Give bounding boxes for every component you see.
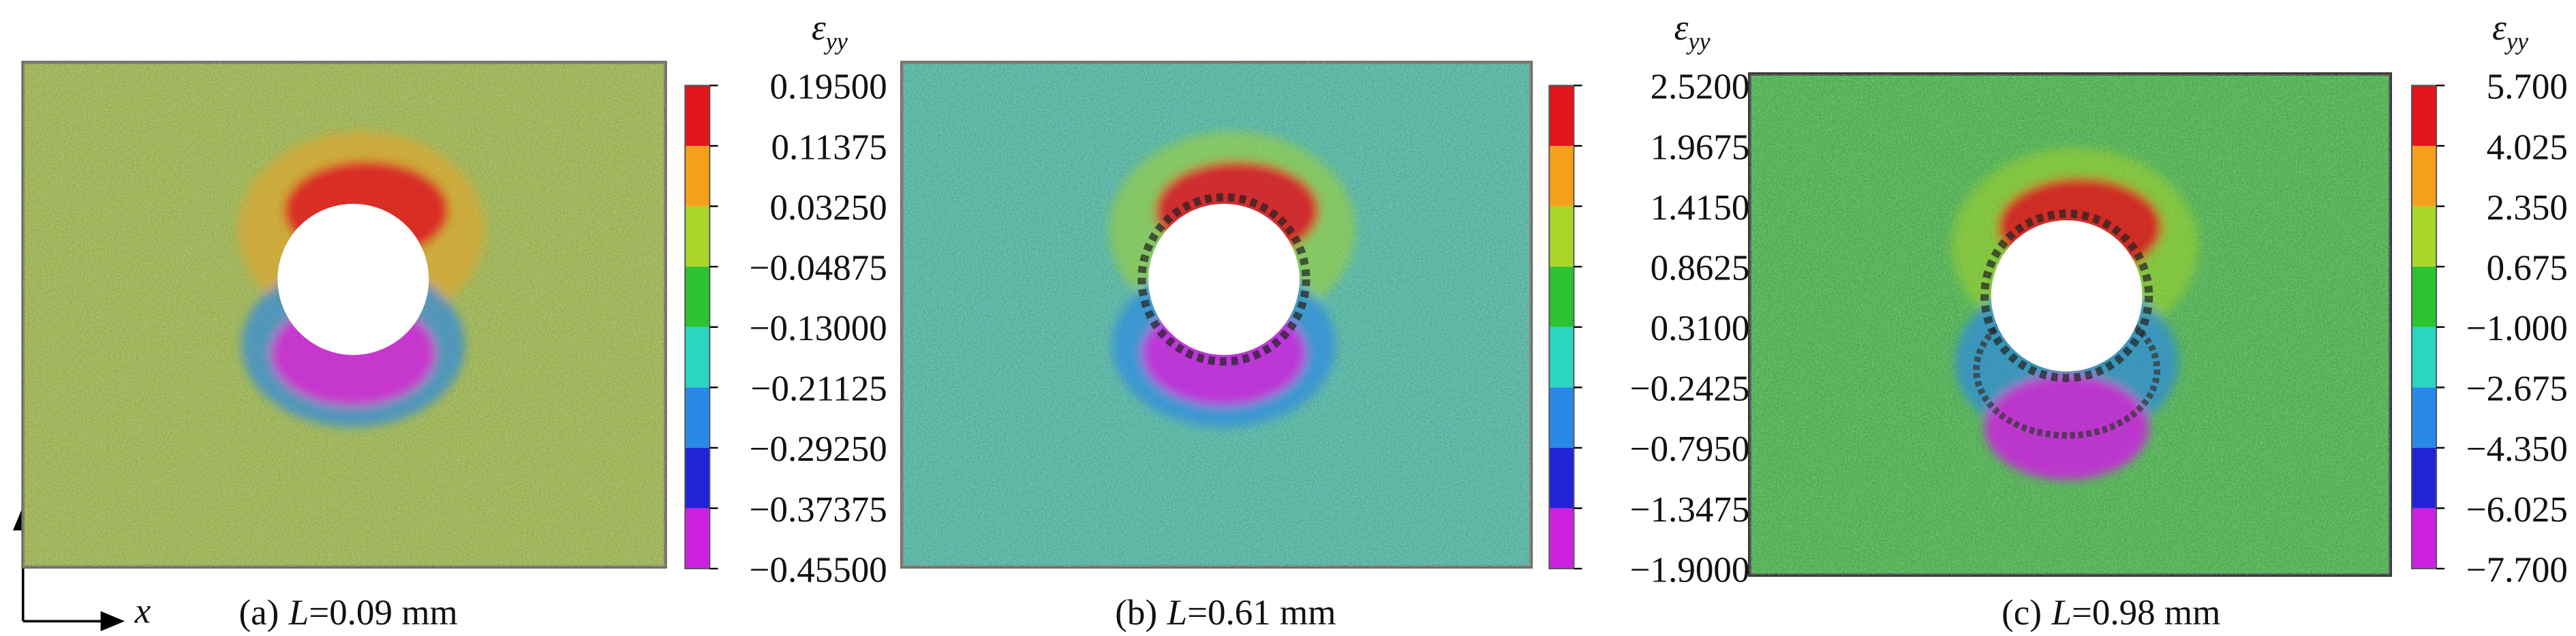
colorbar-subscript: yy xyxy=(823,27,848,55)
x-axis-label: x xyxy=(134,592,151,631)
caption-value: =0.98 mm xyxy=(2072,593,2220,633)
colorbar-label: −0.13000 xyxy=(750,309,887,348)
colorbar-band xyxy=(1549,206,1574,267)
colorbar-band xyxy=(1549,327,1574,388)
caption: (b) L=0.61 mm xyxy=(1115,593,1336,633)
colorbar-label: 2.350 xyxy=(2487,188,2568,228)
colorbar-label: −0.45500 xyxy=(750,550,887,590)
colorbar-band xyxy=(2411,145,2437,207)
strain-map xyxy=(900,61,1533,569)
colorbar-band xyxy=(685,267,710,327)
colorbar-band xyxy=(2411,85,2437,146)
caption: (c) L=0.98 mm xyxy=(2002,593,2220,633)
colorbar-band xyxy=(1549,447,1574,509)
panels: 0.19500 0.11375 0.03250 −0.04875 −0.13000 −0.… xyxy=(21,8,2568,633)
colorbar-label: −1.3475 xyxy=(1630,490,1750,530)
caption: (a) L=0.09 mm xyxy=(239,593,457,633)
x-arrowhead xyxy=(100,611,125,632)
colorbar-band xyxy=(1549,85,1574,146)
colorbar-band xyxy=(2411,267,2437,327)
strain-map xyxy=(21,61,667,569)
colorbar-band xyxy=(1549,145,1574,207)
colorbar-symbol: ε xyxy=(2492,8,2506,48)
panel: 5.700 4.025 2.350 0.675 −1.000 −2.675 −4.350 −6… xyxy=(1748,8,2568,633)
colorbar-band xyxy=(685,508,710,569)
colorbar-subscript: yy xyxy=(1685,27,1711,55)
colorbar-band xyxy=(685,145,710,207)
colorbar-title: εyy xyxy=(812,8,848,55)
damage-ring xyxy=(1137,193,1310,366)
hole xyxy=(1991,220,2143,372)
colorbar-band xyxy=(2411,387,2437,448)
colorbar-label: −0.2425 xyxy=(1630,369,1750,409)
colorbar-band xyxy=(1549,508,1574,569)
caption-tag: (c) xyxy=(2002,593,2042,633)
panel: 2.5200 1.9675 1.4150 0.8625 0.3100 −0.2425 −0.… xyxy=(900,8,1750,633)
compression-inner xyxy=(1984,374,2149,480)
caption-value: =0.61 mm xyxy=(1187,593,1336,633)
colorbar-band xyxy=(685,447,710,509)
colorbar-band xyxy=(685,206,710,267)
colorbar-band xyxy=(685,85,710,146)
colorbar-title: εyy xyxy=(1674,8,1711,55)
damage-ring xyxy=(1980,209,2153,382)
colorbar-label: −1.9000 xyxy=(1630,550,1750,590)
colorbar-label: −0.29250 xyxy=(750,429,887,469)
caption-tag: (a) xyxy=(239,593,279,633)
caption-tag: (b) xyxy=(1115,593,1157,633)
colorbar-label: −1.000 xyxy=(2466,309,2568,348)
colorbar-band xyxy=(2411,327,2437,388)
strain-map xyxy=(1748,72,2392,577)
colorbar-label: 0.11375 xyxy=(771,127,887,167)
colorbar-label: −2.675 xyxy=(2466,369,2568,409)
colorbar-symbol: ε xyxy=(1674,8,1689,48)
colorbar-label: −0.21125 xyxy=(751,369,887,409)
hole xyxy=(277,203,429,355)
colorbar-label: 0.19500 xyxy=(769,67,887,107)
colorbar-band xyxy=(685,387,710,448)
colorbar-label: −0.7950 xyxy=(1630,429,1750,469)
colorbar-label: 0.675 xyxy=(2487,248,2568,288)
colorbar-band xyxy=(685,327,710,388)
colorbar-band xyxy=(2411,508,2437,569)
colorbar-band xyxy=(2411,447,2437,509)
colorbar-label: −4.350 xyxy=(2466,429,2568,469)
colorbar-title: εyy xyxy=(2492,8,2529,55)
colorbar-label: 0.3100 xyxy=(1651,309,1750,348)
colorbar-label: 1.4150 xyxy=(1651,188,1750,228)
colorbar-label: 2.5200 xyxy=(1651,67,1750,107)
colorbar-band xyxy=(1549,387,1574,448)
colorbar-label: −7.700 xyxy=(2466,550,2568,590)
caption-variable: L xyxy=(2051,593,2072,633)
caption-variable: L xyxy=(1167,593,1188,633)
panel: 0.19500 0.11375 0.03250 −0.04875 −0.13000 −0.… xyxy=(21,8,887,633)
colorbar-band xyxy=(2411,206,2437,267)
colorbar-band xyxy=(1549,267,1574,327)
caption-value: =0.09 mm xyxy=(309,593,457,633)
colorbar-label: 5.700 xyxy=(2487,67,2568,107)
colorbar-subscript: yy xyxy=(2504,27,2529,55)
colorbar-label: −0.37375 xyxy=(750,490,887,530)
colorbar-label: −6.025 xyxy=(2466,490,2568,530)
hole xyxy=(1148,203,1300,355)
colorbar-label: −0.04875 xyxy=(750,248,887,288)
colorbar-label: 4.025 xyxy=(2487,127,2568,167)
colorbar-label: 0.8625 xyxy=(1651,248,1750,288)
colorbar-label: 1.9675 xyxy=(1651,127,1750,167)
colorbar-label: 0.03250 xyxy=(769,188,887,228)
colorbar-symbol: ε xyxy=(812,8,826,48)
caption-variable: L xyxy=(288,593,309,633)
